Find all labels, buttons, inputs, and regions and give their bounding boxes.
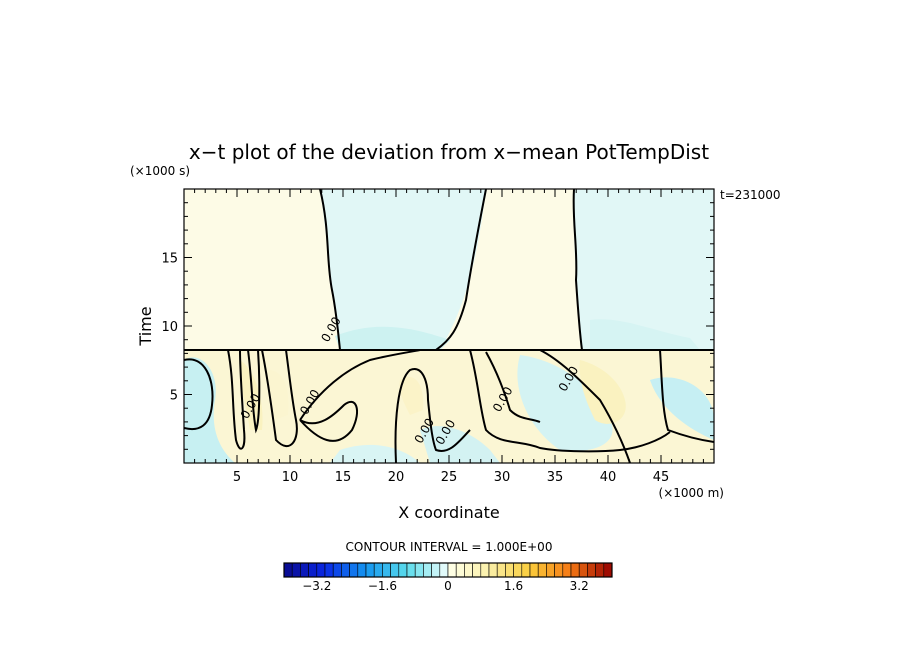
plot-field <box>184 189 714 463</box>
x-tick-label: 45 <box>653 470 670 485</box>
colorbar-swatch <box>373 562 383 578</box>
colorbar-swatch <box>357 562 367 578</box>
colorbar-swatch <box>521 562 531 578</box>
colorbar-swatch <box>464 562 473 578</box>
colorbar-swatch <box>578 562 588 578</box>
colorbar-swatch <box>595 562 605 578</box>
colorbar-tick-label: 0 <box>444 579 452 593</box>
colorbar-swatch <box>390 562 400 578</box>
colorbar: −3.2 −1.6 0 1.6 3.2 <box>283 562 613 593</box>
colorbar-swatch <box>431 562 441 578</box>
colorbar-swatch <box>365 562 375 578</box>
contour-lines <box>184 189 714 463</box>
colorbar-swatch <box>316 562 326 578</box>
x-tick-label: 10 <box>282 470 299 485</box>
colorbar-swatch <box>398 562 408 578</box>
colorbar-swatch <box>537 562 547 578</box>
colorbar-tick-label: −3.2 <box>302 579 331 593</box>
colorbar-frame <box>283 562 613 578</box>
colorbar-swatch <box>382 562 391 578</box>
colorbar-swatch <box>570 562 580 578</box>
time-annotation: t=231000 <box>720 188 781 202</box>
colorbar-tick-label: 1.6 <box>504 579 523 593</box>
colorbar-swatch <box>488 562 498 578</box>
colorbar-swatch <box>300 562 309 578</box>
colorbar-swatch <box>472 562 482 578</box>
x-tick-label: 35 <box>547 470 564 485</box>
y-tick-label: 15 <box>161 252 178 267</box>
contour-interval-label: CONTOUR INTERVAL = 1.000E+00 <box>346 540 553 554</box>
colorbar-swatch <box>439 562 449 578</box>
colorbar-swatch <box>291 562 301 578</box>
x-tick-label: 5 <box>233 470 241 485</box>
y-tick-label: 5 <box>170 389 178 404</box>
colorbar-swatch <box>308 562 318 578</box>
colorbar-swatch <box>587 562 596 578</box>
colorbar-swatch <box>341 562 350 578</box>
colorbar-swatch <box>603 562 613 578</box>
colorbar-swatch <box>554 562 564 578</box>
y-axis-ticks: 5 10 15 <box>161 202 714 450</box>
x-tick-label: 30 <box>494 470 511 485</box>
colorbar-swatch <box>562 562 572 578</box>
colorbar-swatch <box>529 562 539 578</box>
colorbar-swatch <box>496 562 506 578</box>
colorbar-swatch <box>480 562 490 578</box>
x-axis-title: X coordinate <box>398 503 499 522</box>
colorbar-swatch <box>324 562 334 578</box>
colorbar-swatch <box>423 562 432 578</box>
colorbar-swatch <box>513 562 523 578</box>
colorbar-tick-label: 3.2 <box>570 579 589 593</box>
colorbar-swatch <box>546 562 555 578</box>
x-tick-label: 40 <box>600 470 617 485</box>
x-tick-label: 15 <box>335 470 352 485</box>
colorbar-swatch <box>505 562 514 578</box>
y-axis-title: Time <box>136 306 155 346</box>
y-tick-label: 10 <box>161 320 178 335</box>
y-unit-label: (×1000 s) <box>130 164 190 178</box>
colorbar-swatch <box>283 562 293 578</box>
x-unit-label: (×1000 m) <box>659 486 724 500</box>
colorbar-swatch <box>447 562 457 578</box>
colorbar-swatch <box>406 562 416 578</box>
colorbar-tick-label: −1.6 <box>368 579 397 593</box>
x-axis-ticks: 5 10 15 20 25 30 35 40 45 <box>194 189 704 485</box>
colorbar-swatch <box>455 562 465 578</box>
x-tick-label: 20 <box>388 470 405 485</box>
colorbar-swatch <box>349 562 359 578</box>
x-tick-label: 25 <box>441 470 458 485</box>
chart-title: x−t plot of the deviation from x−mean Po… <box>189 140 709 164</box>
colorbar-swatch <box>414 562 424 578</box>
colorbar-swatch <box>332 562 342 578</box>
